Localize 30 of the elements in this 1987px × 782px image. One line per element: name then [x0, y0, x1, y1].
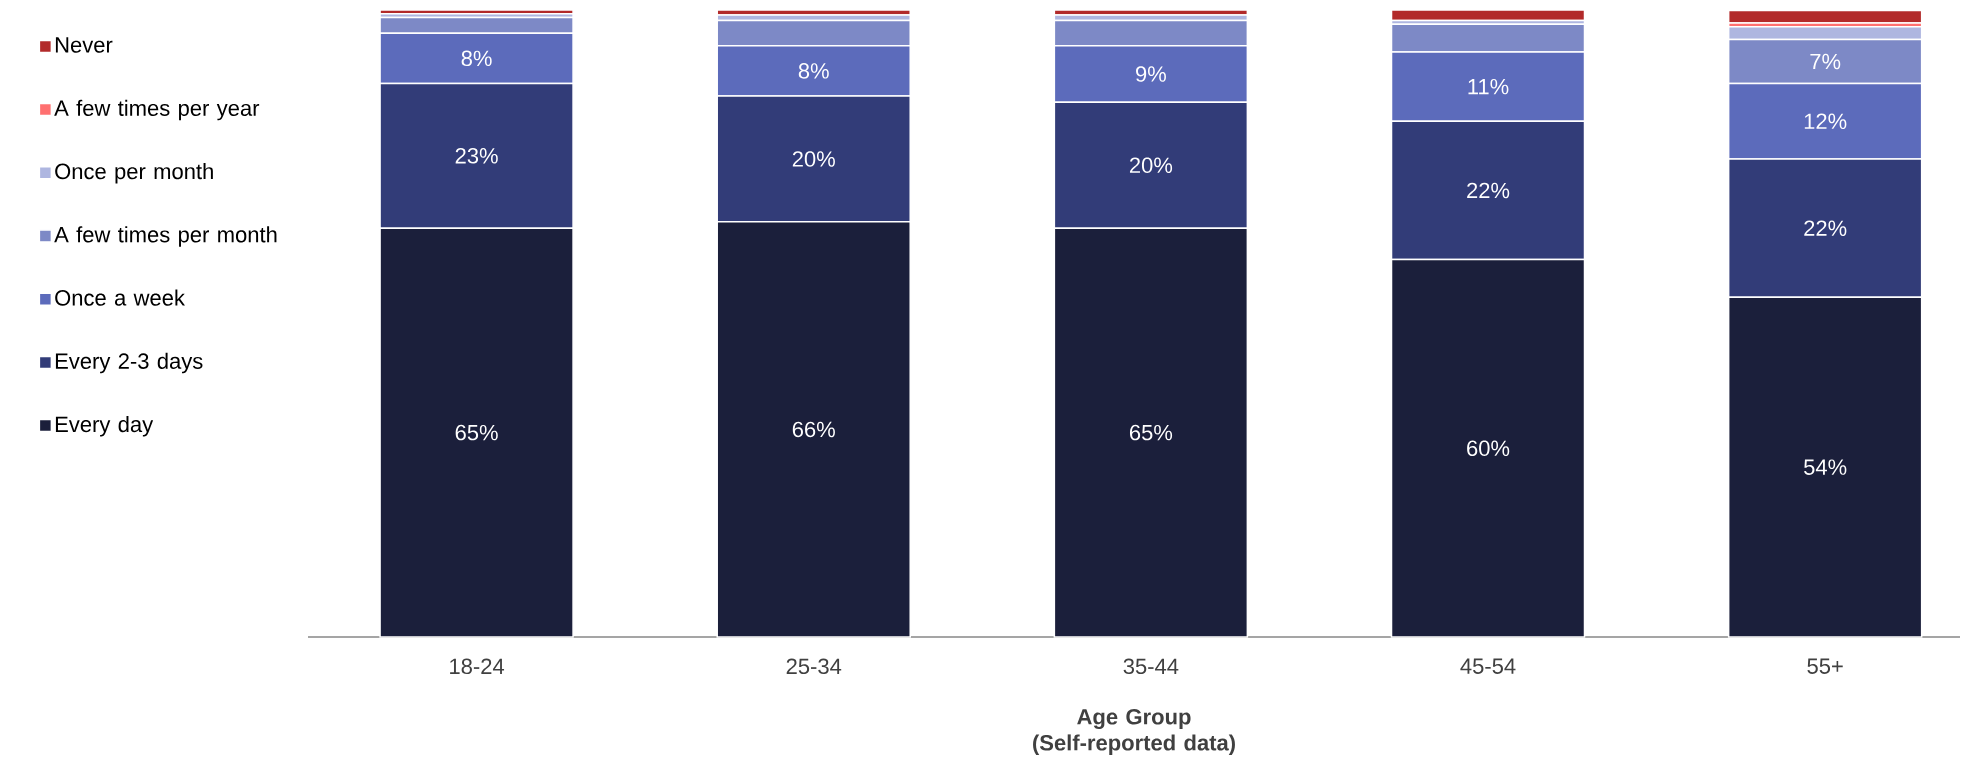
data-label: 8% — [798, 63, 829, 79]
legend-label: Once per month — [55, 163, 213, 184]
x-axis-title: Age Group (Self-reported data) — [1033, 708, 1235, 755]
data-label: 9% — [1136, 66, 1166, 82]
legend-label: Never — [55, 37, 113, 53]
x-tick-label: 45-54 — [1460, 658, 1516, 674]
data-label: 65% — [1129, 424, 1173, 441]
data-label: 60% — [1467, 440, 1510, 457]
data-label: 7% — [1810, 53, 1841, 70]
legend-label: A few times per year — [54, 99, 260, 121]
data-label: 54% — [1804, 459, 1847, 475]
data-label: 20% — [792, 151, 835, 167]
data-label: 66% — [792, 421, 835, 438]
legend-label: A few times per month — [54, 226, 277, 247]
data-label: 65% — [455, 424, 498, 441]
x-tick-label: 25-34 — [786, 658, 842, 675]
data-label: 20% — [1129, 157, 1173, 174]
data-label: 22% — [1804, 220, 1847, 236]
data-label: 22% — [1467, 182, 1510, 199]
data-label: 8% — [461, 50, 492, 67]
x-tick-label: 35-44 — [1123, 658, 1179, 675]
bar — [1390, 9, 1586, 22]
legend-label: Every 2-3 days — [55, 352, 203, 374]
x-tick-label: 18-24 — [450, 658, 505, 675]
data-label: 12% — [1804, 113, 1847, 129]
data-label: 23% — [455, 148, 498, 164]
data-label: 11% — [1468, 78, 1509, 95]
x-tick-label: 55+ — [1807, 658, 1843, 674]
legend-label: Every day — [55, 415, 154, 437]
legend-label: Once a week — [55, 289, 185, 306]
